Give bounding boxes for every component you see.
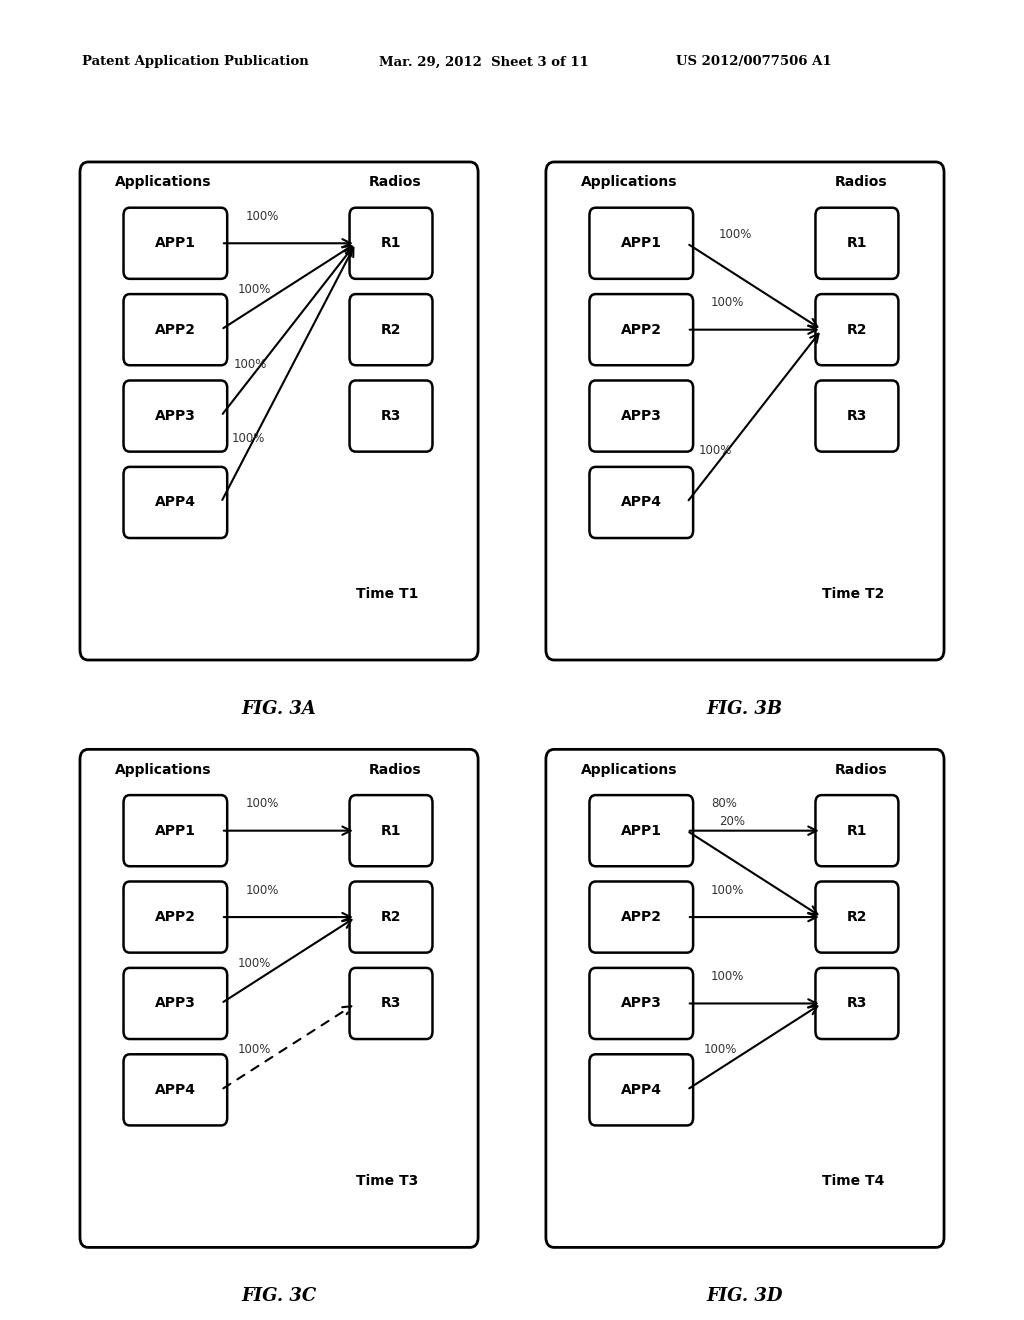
- Text: APP4: APP4: [155, 1082, 196, 1097]
- Text: APP3: APP3: [155, 997, 196, 1011]
- Text: 100%: 100%: [231, 432, 264, 445]
- Text: APP3: APP3: [621, 997, 662, 1011]
- Text: 100%: 100%: [238, 1043, 271, 1056]
- Text: FIG. 3B: FIG. 3B: [707, 700, 783, 718]
- Text: FIG. 3D: FIG. 3D: [707, 1287, 783, 1305]
- Text: APP2: APP2: [155, 322, 196, 337]
- Text: Radios: Radios: [835, 176, 888, 189]
- Text: 100%: 100%: [245, 210, 279, 223]
- Text: APP4: APP4: [155, 495, 196, 510]
- Text: Time T4: Time T4: [821, 1175, 884, 1188]
- Text: 100%: 100%: [711, 297, 744, 309]
- Text: APP1: APP1: [155, 824, 196, 838]
- Text: R3: R3: [381, 409, 401, 424]
- Text: 100%: 100%: [699, 445, 732, 457]
- Text: Radios: Radios: [369, 176, 422, 189]
- FancyBboxPatch shape: [815, 882, 898, 953]
- Text: Radios: Radios: [835, 763, 888, 776]
- Text: R1: R1: [847, 236, 867, 251]
- Text: R2: R2: [381, 909, 401, 924]
- Text: APP3: APP3: [621, 409, 662, 424]
- FancyBboxPatch shape: [124, 1055, 227, 1126]
- FancyBboxPatch shape: [124, 207, 227, 279]
- Text: 100%: 100%: [238, 282, 271, 296]
- Text: R1: R1: [381, 236, 401, 251]
- Text: 20%: 20%: [719, 816, 744, 828]
- Text: R2: R2: [847, 909, 867, 924]
- FancyBboxPatch shape: [349, 882, 432, 953]
- FancyBboxPatch shape: [349, 207, 432, 279]
- Text: 100%: 100%: [238, 957, 271, 970]
- Text: APP4: APP4: [621, 495, 662, 510]
- Text: 100%: 100%: [711, 970, 744, 983]
- FancyBboxPatch shape: [349, 380, 432, 451]
- FancyBboxPatch shape: [590, 294, 693, 366]
- Text: R2: R2: [381, 322, 401, 337]
- FancyBboxPatch shape: [590, 380, 693, 451]
- Text: APP1: APP1: [621, 236, 662, 251]
- Text: Radios: Radios: [369, 763, 422, 776]
- FancyBboxPatch shape: [590, 968, 693, 1039]
- Text: Patent Application Publication: Patent Application Publication: [82, 55, 308, 69]
- Text: R3: R3: [847, 409, 867, 424]
- Text: APP1: APP1: [621, 824, 662, 838]
- FancyBboxPatch shape: [124, 795, 227, 866]
- Text: US 2012/0077506 A1: US 2012/0077506 A1: [676, 55, 831, 69]
- Text: R3: R3: [847, 997, 867, 1011]
- FancyBboxPatch shape: [124, 968, 227, 1039]
- FancyBboxPatch shape: [590, 795, 693, 866]
- Text: 100%: 100%: [233, 358, 266, 371]
- Text: Time T2: Time T2: [821, 587, 884, 601]
- Text: 100%: 100%: [245, 884, 279, 896]
- FancyBboxPatch shape: [124, 882, 227, 953]
- Text: R2: R2: [847, 322, 867, 337]
- Text: APP2: APP2: [621, 322, 662, 337]
- Text: R1: R1: [847, 824, 867, 838]
- FancyBboxPatch shape: [815, 207, 898, 279]
- FancyBboxPatch shape: [546, 162, 944, 660]
- FancyBboxPatch shape: [349, 795, 432, 866]
- Text: Applications: Applications: [581, 763, 677, 776]
- Text: 100%: 100%: [719, 228, 753, 240]
- Text: 100%: 100%: [245, 797, 279, 810]
- Text: APP3: APP3: [155, 409, 196, 424]
- Text: APP2: APP2: [621, 909, 662, 924]
- Text: Time T1: Time T1: [355, 587, 418, 601]
- Text: FIG. 3A: FIG. 3A: [242, 700, 316, 718]
- Text: APP4: APP4: [621, 1082, 662, 1097]
- FancyBboxPatch shape: [349, 294, 432, 366]
- Text: Mar. 29, 2012  Sheet 3 of 11: Mar. 29, 2012 Sheet 3 of 11: [379, 55, 589, 69]
- Text: 100%: 100%: [711, 884, 744, 896]
- Text: Time T3: Time T3: [355, 1175, 418, 1188]
- FancyBboxPatch shape: [590, 882, 693, 953]
- FancyBboxPatch shape: [124, 467, 227, 539]
- Text: 100%: 100%: [703, 1043, 737, 1056]
- Text: R1: R1: [381, 824, 401, 838]
- FancyBboxPatch shape: [815, 795, 898, 866]
- Text: Applications: Applications: [115, 763, 211, 776]
- Text: 80%: 80%: [711, 797, 737, 810]
- FancyBboxPatch shape: [80, 162, 478, 660]
- FancyBboxPatch shape: [80, 750, 478, 1247]
- Text: FIG. 3C: FIG. 3C: [242, 1287, 316, 1305]
- FancyBboxPatch shape: [590, 207, 693, 279]
- Text: Applications: Applications: [115, 176, 211, 189]
- FancyBboxPatch shape: [815, 968, 898, 1039]
- FancyBboxPatch shape: [124, 294, 227, 366]
- Text: APP1: APP1: [155, 236, 196, 251]
- Text: Applications: Applications: [581, 176, 677, 189]
- FancyBboxPatch shape: [349, 968, 432, 1039]
- FancyBboxPatch shape: [546, 750, 944, 1247]
- Text: APP2: APP2: [155, 909, 196, 924]
- Text: R3: R3: [381, 997, 401, 1011]
- FancyBboxPatch shape: [815, 380, 898, 451]
- FancyBboxPatch shape: [590, 467, 693, 539]
- FancyBboxPatch shape: [590, 1055, 693, 1126]
- FancyBboxPatch shape: [815, 294, 898, 366]
- FancyBboxPatch shape: [124, 380, 227, 451]
